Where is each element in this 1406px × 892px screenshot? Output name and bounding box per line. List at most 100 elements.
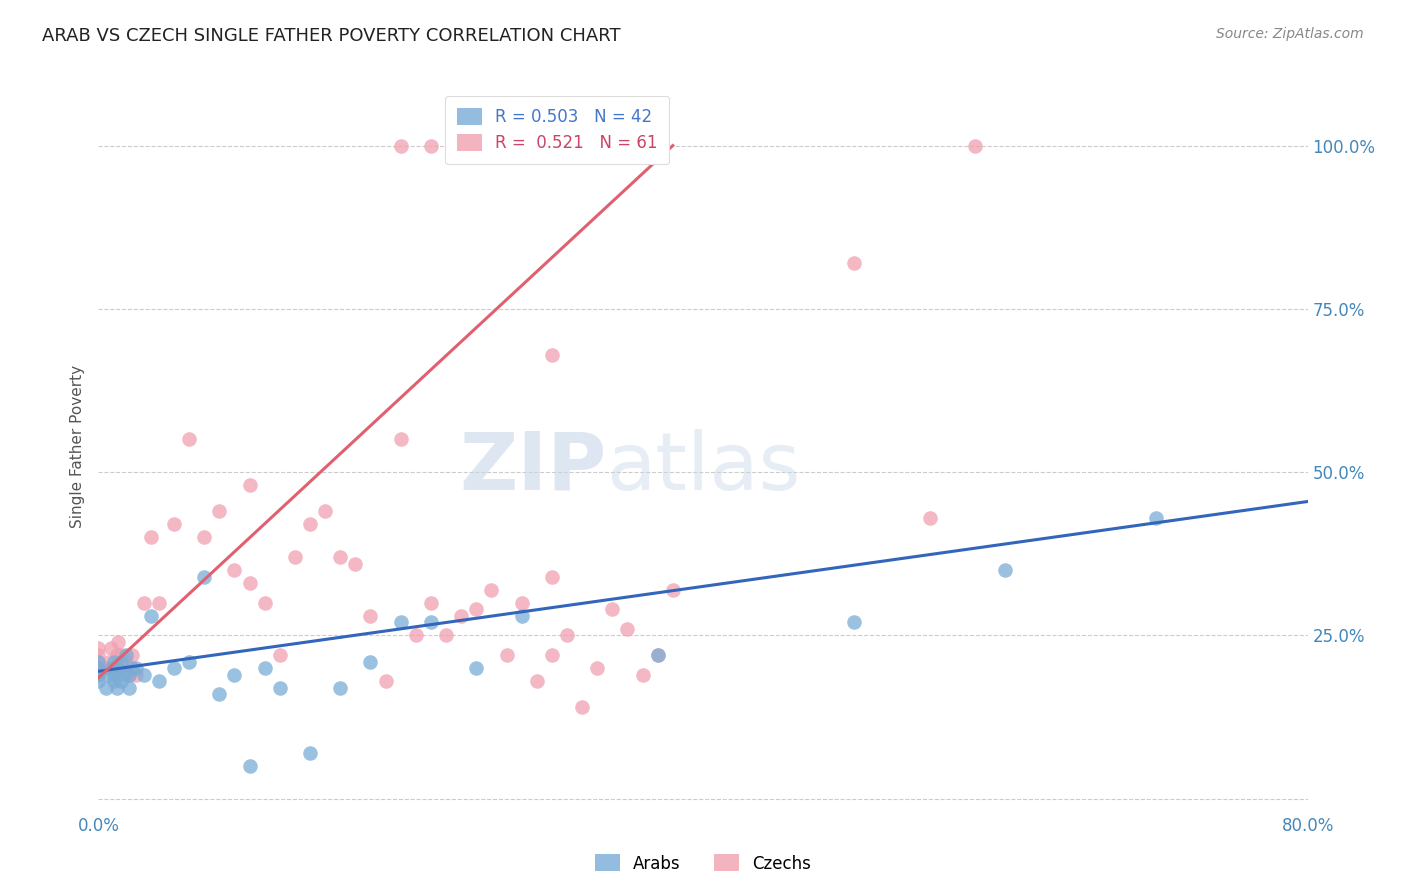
Point <box>510 596 533 610</box>
Point <box>125 667 148 681</box>
Point <box>269 648 291 662</box>
Point <box>299 746 322 760</box>
Point <box>329 549 352 564</box>
Point <box>965 138 987 153</box>
Point <box>179 655 201 669</box>
Point <box>434 628 457 642</box>
Point <box>420 615 443 630</box>
Point <box>141 530 163 544</box>
Point <box>163 517 186 532</box>
Point <box>87 667 110 681</box>
Text: Source: ZipAtlas.com: Source: ZipAtlas.com <box>1216 27 1364 41</box>
Point <box>465 138 488 153</box>
Point <box>844 615 866 630</box>
Point <box>87 661 110 675</box>
Point <box>179 433 201 447</box>
Point <box>526 674 548 689</box>
Point <box>389 138 412 153</box>
Point <box>208 504 231 518</box>
Point <box>107 635 129 649</box>
Point <box>110 674 132 689</box>
Point <box>495 648 517 662</box>
Point <box>1144 511 1167 525</box>
Point <box>420 596 443 610</box>
Point <box>87 648 110 662</box>
Point <box>148 674 170 689</box>
Point <box>193 569 215 583</box>
Point <box>114 648 136 662</box>
Point <box>844 256 866 270</box>
Point <box>105 648 128 662</box>
Point <box>253 596 276 610</box>
Point <box>87 667 110 681</box>
Point <box>405 628 427 642</box>
Point <box>125 661 148 675</box>
Point <box>239 759 262 773</box>
Point <box>631 667 654 681</box>
Point <box>112 667 135 681</box>
Point <box>118 667 141 681</box>
Point <box>224 563 246 577</box>
Point <box>269 681 291 695</box>
Point <box>647 648 669 662</box>
Point <box>239 478 262 492</box>
Point <box>540 138 562 153</box>
Point <box>586 661 609 675</box>
Legend: R = 0.503   N = 42, R =  0.521   N = 61: R = 0.503 N = 42, R = 0.521 N = 61 <box>446 96 669 164</box>
Point <box>114 655 136 669</box>
Point <box>616 622 638 636</box>
Point <box>141 608 163 623</box>
Point <box>510 608 533 623</box>
Point <box>208 687 231 701</box>
Point <box>121 648 143 662</box>
Point <box>661 582 683 597</box>
Point <box>450 608 472 623</box>
Point <box>450 138 472 153</box>
Point <box>103 667 125 681</box>
Point <box>87 655 110 669</box>
Point <box>540 569 562 583</box>
Point <box>374 674 396 689</box>
Point <box>224 667 246 681</box>
Point <box>360 655 382 669</box>
Point <box>193 530 215 544</box>
Point <box>110 648 132 662</box>
Point <box>571 700 593 714</box>
Point <box>239 576 262 591</box>
Point <box>118 667 141 681</box>
Point <box>329 681 352 695</box>
Point <box>540 347 562 362</box>
Point <box>87 674 110 689</box>
Point <box>284 549 307 564</box>
Point <box>100 641 122 656</box>
Text: ARAB VS CZECH SINGLE FATHER POVERTY CORRELATION CHART: ARAB VS CZECH SINGLE FATHER POVERTY CORR… <box>42 27 621 45</box>
Point <box>647 648 669 662</box>
Point <box>87 661 110 675</box>
Point <box>420 138 443 153</box>
Text: atlas: atlas <box>606 429 800 507</box>
Point <box>132 596 155 610</box>
Point <box>299 517 322 532</box>
Point <box>148 596 170 610</box>
Point <box>602 602 624 616</box>
Point <box>103 674 125 689</box>
Point <box>98 655 121 669</box>
Point <box>465 602 488 616</box>
Point <box>465 661 488 675</box>
Point <box>555 628 578 642</box>
Point <box>112 661 135 675</box>
Point <box>103 661 125 675</box>
Text: ZIP: ZIP <box>458 429 606 507</box>
Point <box>253 661 276 675</box>
Point <box>105 681 128 695</box>
Y-axis label: Single Father Poverty: Single Father Poverty <box>69 365 84 527</box>
Point <box>94 681 117 695</box>
Point <box>87 641 110 656</box>
Point <box>163 661 186 675</box>
Point <box>344 557 367 571</box>
Point <box>360 608 382 623</box>
Point <box>100 661 122 675</box>
Point <box>98 667 121 681</box>
Point <box>481 138 503 153</box>
Point <box>132 667 155 681</box>
